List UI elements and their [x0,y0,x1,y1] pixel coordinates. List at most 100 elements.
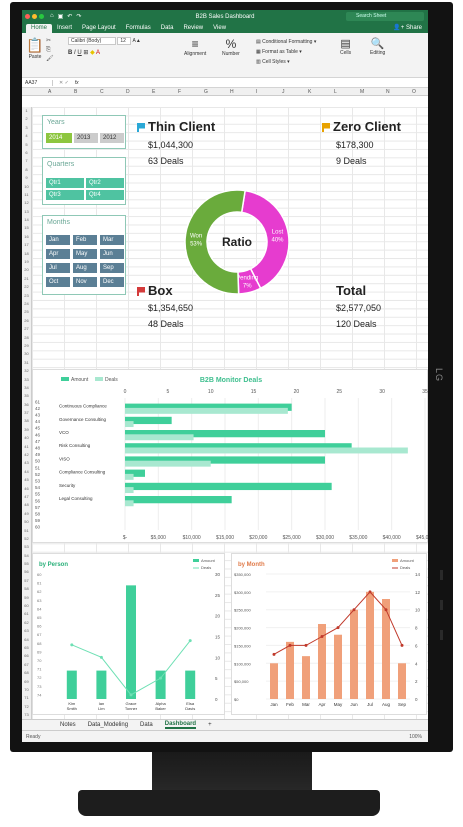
tab-review[interactable]: Review [183,25,204,31]
row-header[interactable]: 67 [24,661,29,667]
column-header[interactable]: D [126,89,130,95]
share-button[interactable]: 👤+ Share [393,25,422,31]
row-header[interactable]: 42 [24,452,29,458]
slicer-item-qtr4[interactable]: Qtr4 [86,190,124,200]
borders-icon[interactable]: ⊞ [83,50,89,56]
row-header[interactable]: 41 [24,443,29,449]
slicer-item-2013[interactable]: 2013 [74,133,98,143]
column-header[interactable]: K [308,89,312,95]
row-header[interactable]: 47 [24,493,29,499]
row-header[interactable]: 26 [24,317,29,323]
close-window-button[interactable] [25,14,30,19]
column-header[interactable]: E [152,89,156,95]
row-header[interactable]: 17 [24,242,29,248]
tab-page-layout[interactable]: Page Layout [82,25,116,31]
row-header[interactable]: 32 [24,368,29,374]
fill-color-icon[interactable]: ◆ [90,50,95,56]
row-header[interactable]: 27 [24,326,29,332]
row-header[interactable]: 24 [24,300,29,306]
column-header[interactable]: C [100,89,104,95]
undo-icon[interactable]: ↶ [67,14,73,20]
sheet-tab-data-modeling[interactable]: Data_Modeling [87,722,129,728]
slicer-item-qtr1[interactable]: Qtr1 [46,178,84,188]
row-header[interactable]: 7 [25,158,28,164]
column-header[interactable]: M [360,89,365,95]
row-header[interactable]: 49 [24,510,29,516]
name-box[interactable]: AA37 [25,79,53,86]
home-icon[interactable]: ⌂ [50,13,54,19]
column-header[interactable]: B [74,89,78,95]
search-input[interactable]: Search Sheet [346,12,424,21]
conditional-formatting-button[interactable]: ▤ Conditional Formatting ▾ [256,39,317,45]
redo-icon[interactable]: ↷ [76,14,82,20]
column-header[interactable]: A [48,89,52,95]
slicer-item-month[interactable]: Feb [73,235,97,245]
percent-icon[interactable]: % [225,37,237,51]
font-color-icon[interactable]: A [96,50,101,56]
row-header[interactable]: 8 [25,166,28,172]
row-header[interactable]: 36 [24,401,29,407]
row-header[interactable]: 15 [24,225,29,231]
row-header[interactable]: 3 [25,124,28,130]
sheet-tab-dashboard[interactable]: Dashboard [164,721,197,729]
row-header[interactable]: 58 [24,586,29,592]
tab-view[interactable]: View [213,25,227,31]
tab-formulas[interactable]: Formulas [125,25,151,31]
row-header[interactable]: 29 [24,342,29,348]
row-header[interactable]: 37 [24,410,29,416]
row-header[interactable]: 35 [24,393,29,399]
row-header[interactable]: 34 [24,384,29,390]
font-size-select[interactable]: 12 [117,37,132,45]
slicer-item-qtr2[interactable]: Qtr2 [86,178,124,188]
row-header[interactable]: 72 [24,703,29,709]
row-header[interactable]: 71 [24,695,29,701]
row-header[interactable]: 25 [24,309,29,315]
slicer-item-month[interactable]: Apr [46,249,70,259]
row-header[interactable]: 18 [24,250,29,256]
row-header[interactable]: 30 [24,351,29,357]
row-header[interactable]: 50 [24,519,29,525]
row-header[interactable]: 66 [24,653,29,659]
row-header[interactable]: 60 [24,603,29,609]
minimize-window-button[interactable] [32,14,37,19]
row-header[interactable]: 23 [24,292,29,298]
slicer-item-month[interactable]: Mar [100,235,124,245]
row-header[interactable]: 40 [24,435,29,441]
row-header[interactable]: 64 [24,636,29,642]
row-header[interactable]: 28 [24,334,29,340]
row-header[interactable]: 21 [24,275,29,281]
row-header[interactable]: 73 [24,712,29,718]
row-header[interactable]: 57 [24,577,29,583]
add-sheet-icon[interactable]: + [208,722,212,728]
sheet-tab-notes[interactable]: Notes [60,722,76,728]
row-header[interactable]: 14 [24,217,29,223]
zoom-level[interactable]: 100% [409,734,422,740]
slicer-item-month[interactable]: Nov [73,277,97,287]
worksheet[interactable]: Years 2014 2013 2012 Quarters Qtr1 Qtr2 … [32,107,428,721]
column-header[interactable]: N [386,89,390,95]
row-header[interactable]: 59 [24,594,29,600]
cells-icon[interactable]: ▤ [340,38,351,50]
row-header[interactable]: 4 [25,133,28,139]
row-header[interactable]: 43 [24,460,29,466]
monitor-button[interactable] [440,570,443,580]
italic-icon[interactable]: I [74,50,76,56]
slicer-item-2012[interactable]: 2012 [100,133,124,143]
row-header[interactable]: 38 [24,418,29,424]
row-header[interactable]: 13 [24,208,29,214]
column-header[interactable]: L [334,89,337,95]
slicer-item-qtr3[interactable]: Qtr3 [46,190,84,200]
row-header[interactable]: 1 [25,108,28,113]
row-header[interactable]: 44 [24,468,29,474]
column-header[interactable]: I [256,89,258,95]
slicer-item-month[interactable]: May [73,249,97,259]
slicer-item-month[interactable]: Sep [100,263,124,273]
row-header[interactable]: 9 [25,175,28,181]
row-header[interactable]: 45 [24,477,29,483]
slicer-item-month[interactable]: Dec [100,277,124,287]
alignment-icon[interactable]: ≡ [191,37,199,51]
row-header[interactable]: 46 [24,485,29,491]
row-header[interactable]: 63 [24,628,29,634]
tab-home[interactable]: Home [26,24,53,33]
row-header[interactable]: 61 [24,611,29,617]
